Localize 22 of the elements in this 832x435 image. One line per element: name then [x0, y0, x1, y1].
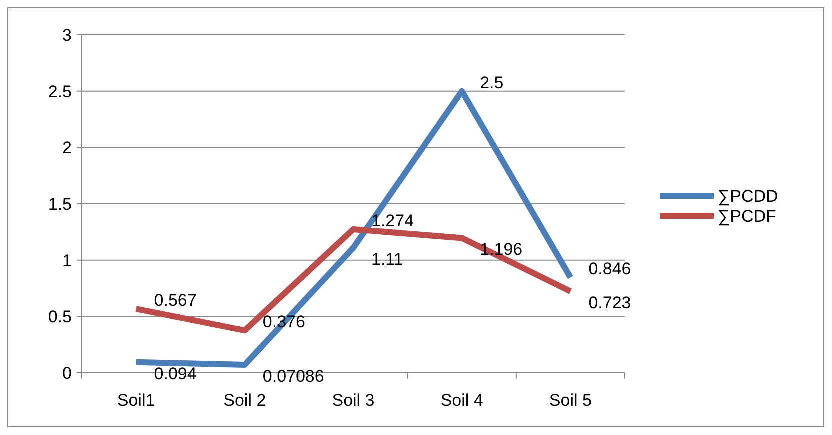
x-tick-label: Soil 5 — [549, 391, 592, 410]
y-tick-label: 1.5 — [48, 194, 72, 214]
x-tick-label: Soil 4 — [440, 391, 484, 410]
data-label: 2.5 — [480, 73, 504, 92]
x-tick-label: Soil 2 — [224, 391, 266, 410]
legend-label: ∑PCDF — [718, 206, 776, 226]
y-tick-label: 0 — [62, 364, 72, 383]
y-tick-label: 3 — [62, 26, 72, 45]
legend-label: ∑PCDD — [718, 186, 778, 206]
data-label: 0.567 — [154, 291, 197, 310]
data-label: 0.094 — [154, 364, 197, 384]
y-tick-label: 0.5 — [48, 308, 72, 327]
data-label: 0.846 — [588, 260, 632, 279]
y-tick-label: 1 — [62, 251, 72, 270]
data-label: 1.11 — [372, 250, 404, 269]
x-tick-label: Soil 3 — [332, 391, 375, 410]
y-tick-label: 2 — [62, 138, 72, 158]
y-tick-label: 2.5 — [48, 82, 72, 102]
data-label: 0.723 — [588, 293, 632, 312]
data-label: 0.07086 — [262, 366, 324, 386]
x-tick-label: Soil1 — [117, 391, 156, 410]
data-label: 1.274 — [372, 211, 414, 230]
